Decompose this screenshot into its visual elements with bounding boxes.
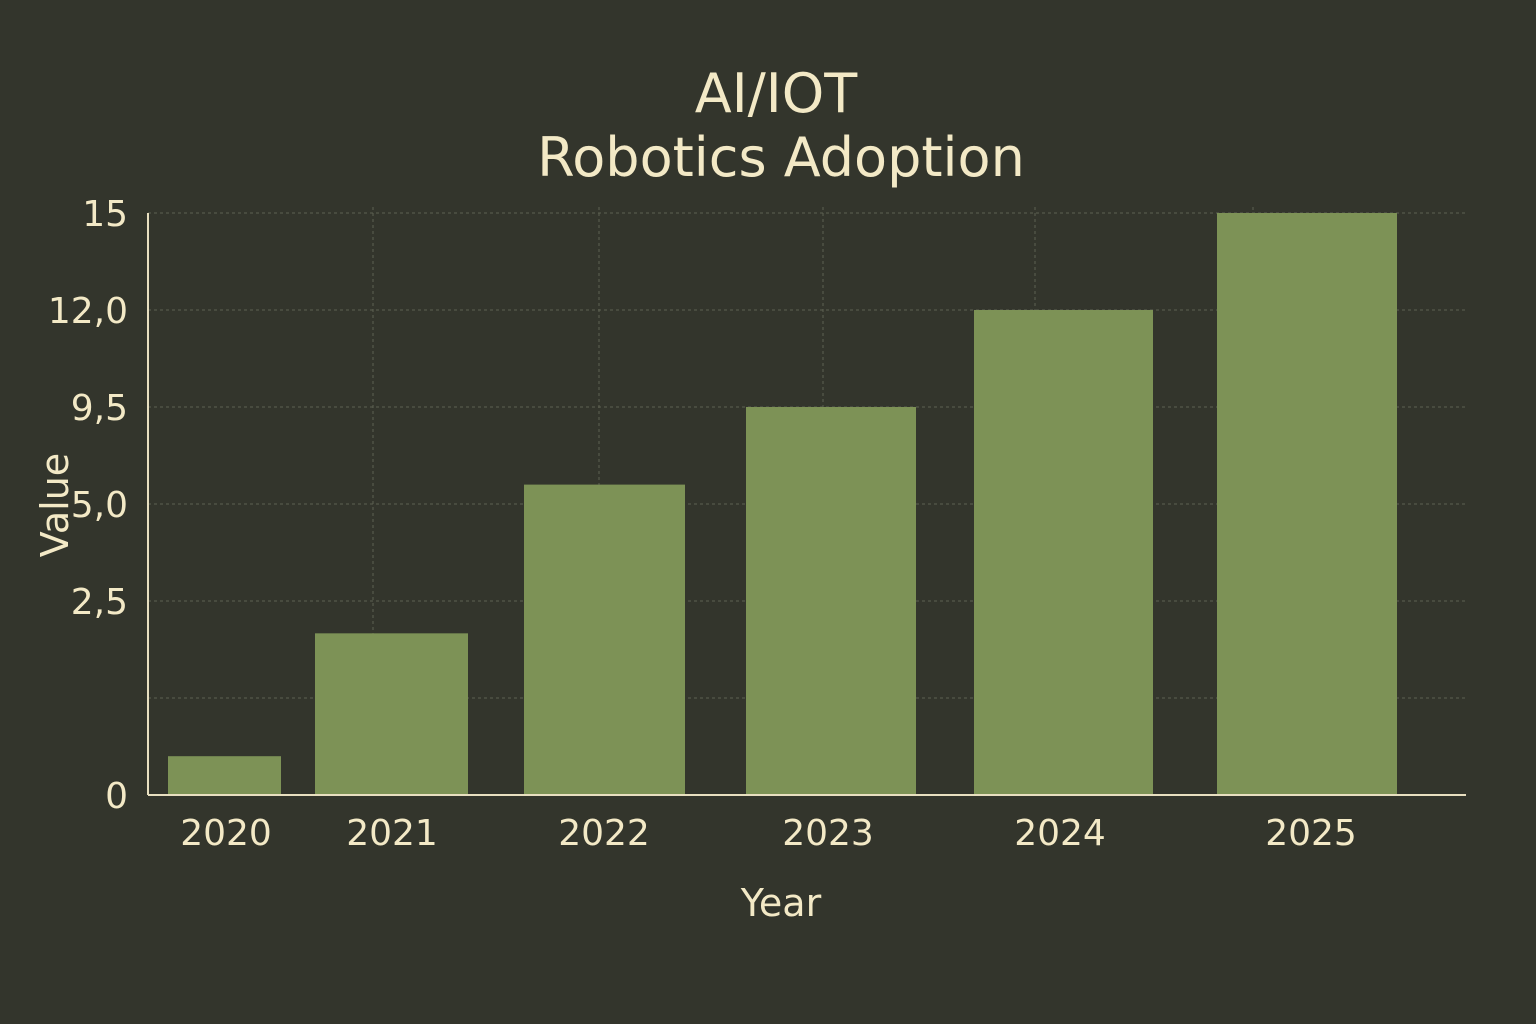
- bars: [168, 213, 1397, 795]
- bar-2020: [168, 756, 281, 795]
- bar-2025: [1217, 213, 1397, 795]
- y-tick-label: 9,5: [71, 388, 128, 429]
- x-tick-label: 2024: [1014, 813, 1106, 854]
- x-tick-label: 2021: [346, 813, 438, 854]
- y-axis-label: Value: [33, 453, 77, 557]
- axes: [147, 213, 1466, 796]
- y-tick-labels: 0 2,5 5,0 9,5 12,0 15: [48, 194, 128, 817]
- chart-title-line-2: Robotics Adoption: [537, 126, 1025, 189]
- bar-2021: [315, 633, 468, 795]
- chart-title-line-1: AI/IOT: [695, 62, 858, 125]
- y-tick-label: 0: [105, 776, 128, 817]
- y-tick-label: 12,0: [48, 291, 128, 332]
- x-tick-label: 2025: [1265, 813, 1357, 854]
- x-tick-label: 2023: [782, 813, 874, 854]
- y-tick-label: 15: [82, 194, 128, 235]
- bar-2024: [974, 310, 1153, 795]
- y-tick-label: 5,0: [71, 485, 128, 526]
- y-tick-label: 2,5: [71, 582, 128, 623]
- x-tick-label: 2020: [180, 813, 272, 854]
- x-tick-label: 2022: [558, 813, 650, 854]
- x-tick-labels: 2020 2021 2022 2023 2024 2025: [180, 813, 1357, 854]
- x-axis-label: Year: [740, 881, 822, 925]
- bar-2023: [746, 407, 916, 795]
- bar-2022: [524, 484, 685, 795]
